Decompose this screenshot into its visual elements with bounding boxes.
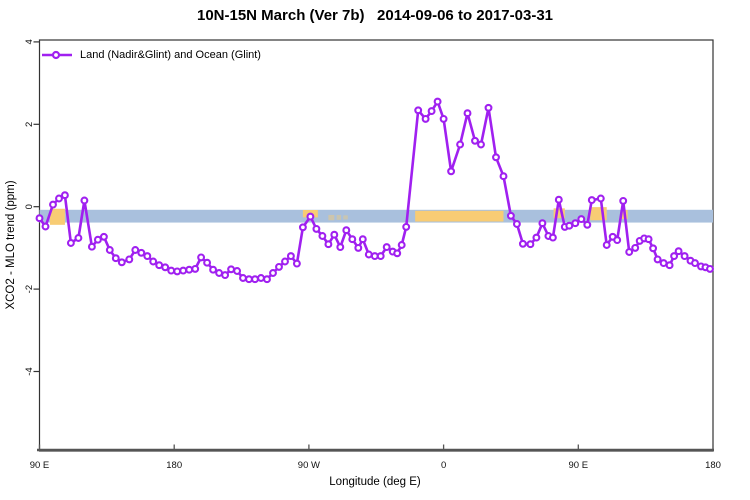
chart-title: 10N-15N March (Ver 7b) 2014-09-06 to 201… [196, 7, 553, 24]
svg-text:180: 180 [166, 460, 182, 471]
svg-text:-2: -2 [24, 285, 35, 293]
legend: Land (Nadir&Glint) and Ocean (Glint) [41, 49, 261, 61]
svg-text:-4: -4 [24, 367, 35, 375]
svg-text:90 W: 90 W [298, 460, 320, 471]
legend-line-marker-icon [42, 50, 72, 60]
legend-label: Land (Nadir&Glint) and Ocean (Glint) [80, 49, 261, 61]
svg-text:0: 0 [24, 204, 35, 209]
svg-text:4: 4 [24, 39, 35, 44]
svg-text:90 E: 90 E [30, 460, 50, 471]
svg-text:0: 0 [441, 460, 446, 471]
svg-text:2: 2 [24, 122, 35, 127]
svg-text:90 E: 90 E [569, 460, 589, 471]
x-axis-label: Longitude (deg E) [329, 476, 421, 488]
svg-text:180: 180 [705, 460, 721, 471]
